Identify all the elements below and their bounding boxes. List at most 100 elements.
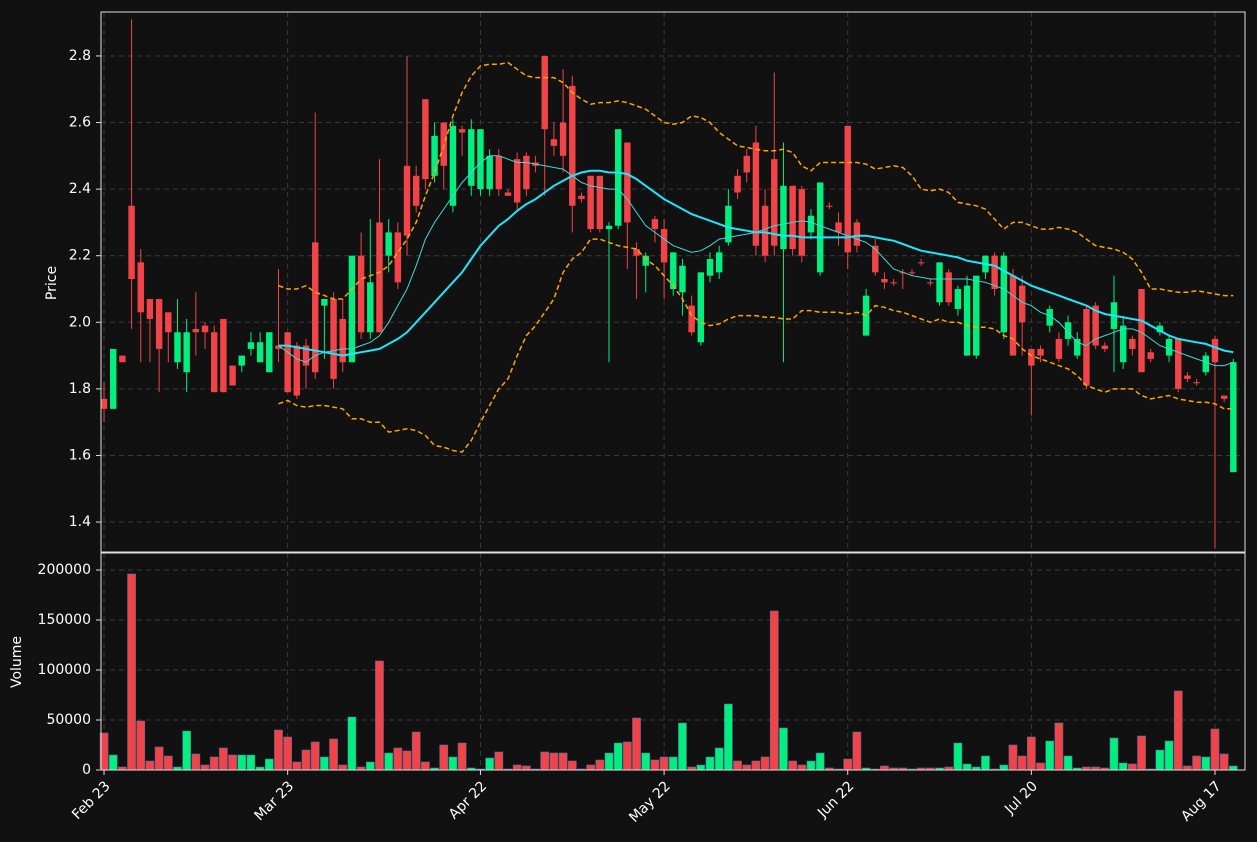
candle-body bbox=[266, 332, 273, 373]
candle-body bbox=[495, 155, 503, 190]
candle-body bbox=[458, 129, 466, 133]
volume-bar bbox=[733, 760, 742, 771]
y-tick-label: 2.6 bbox=[69, 115, 91, 131]
candle-body bbox=[789, 185, 796, 250]
candle-body bbox=[477, 129, 484, 190]
candle-body bbox=[1138, 288, 1145, 373]
candle-body bbox=[440, 122, 447, 166]
volume-bar bbox=[522, 765, 531, 771]
candle-body bbox=[1156, 325, 1164, 333]
volume-bar bbox=[586, 764, 595, 771]
y-tick-label: 2.0 bbox=[69, 314, 91, 330]
volume-bar bbox=[228, 754, 237, 771]
candle-body bbox=[826, 205, 833, 207]
candle-body bbox=[504, 192, 512, 196]
volume-bar bbox=[1045, 740, 1055, 771]
candle-body bbox=[715, 252, 723, 273]
volume-bar bbox=[1228, 765, 1238, 771]
candle-body bbox=[614, 129, 622, 226]
candle-body bbox=[256, 342, 264, 363]
volume-bar bbox=[1109, 737, 1119, 771]
candle-body bbox=[660, 229, 668, 263]
candle-body bbox=[1175, 338, 1182, 389]
volume-bar bbox=[788, 760, 797, 771]
price-axis-label: Price bbox=[44, 266, 60, 300]
candle-body bbox=[752, 142, 760, 246]
volume-bar bbox=[1063, 755, 1073, 771]
volume-bar bbox=[301, 749, 311, 771]
candle-body bbox=[220, 318, 227, 393]
candle-body bbox=[963, 285, 971, 356]
volume-bar bbox=[292, 761, 302, 771]
candle-body bbox=[780, 185, 787, 250]
volume-bar bbox=[953, 742, 963, 771]
candle-body bbox=[1230, 362, 1237, 473]
candle-body bbox=[192, 328, 200, 333]
candle-body bbox=[973, 275, 980, 356]
candle-body bbox=[725, 205, 732, 243]
candle-body bbox=[1184, 375, 1191, 379]
candle-body bbox=[357, 255, 365, 333]
candle-body bbox=[1147, 352, 1154, 359]
volume-bar bbox=[567, 760, 577, 771]
volume-bar bbox=[1201, 756, 1211, 771]
candle-body bbox=[936, 262, 943, 303]
candle-body bbox=[844, 125, 851, 253]
volume-bar bbox=[549, 752, 559, 771]
candle-body bbox=[1037, 348, 1044, 356]
volume-bar bbox=[154, 746, 164, 771]
candle-body bbox=[376, 222, 383, 333]
volume-bar bbox=[448, 756, 458, 771]
volume-bar bbox=[1054, 722, 1064, 771]
candle-body bbox=[605, 225, 613, 230]
volume-bar bbox=[1192, 755, 1201, 771]
volume-bar bbox=[411, 731, 421, 771]
candle-body bbox=[679, 265, 686, 293]
candle-body bbox=[908, 272, 916, 274]
candle-body bbox=[835, 222, 842, 233]
candle-body bbox=[697, 272, 705, 343]
volume-bar bbox=[1183, 765, 1192, 771]
candle-body bbox=[128, 205, 135, 280]
candle-body bbox=[183, 332, 190, 373]
y-tick-label: 2.2 bbox=[69, 248, 91, 264]
candle-body bbox=[624, 142, 631, 223]
candle-body bbox=[917, 262, 925, 264]
volume-bar bbox=[632, 717, 641, 771]
volume-bar bbox=[402, 750, 412, 771]
y-tick-label: 200000 bbox=[38, 562, 91, 578]
volume-bar bbox=[843, 758, 853, 771]
candle-body bbox=[1211, 338, 1219, 363]
candle-body bbox=[670, 252, 677, 289]
volume-bar bbox=[769, 610, 779, 771]
candle-body bbox=[569, 85, 576, 206]
candle-body bbox=[238, 355, 245, 366]
volume-bar bbox=[365, 761, 375, 771]
candle-body bbox=[137, 262, 144, 313]
volume-bar bbox=[558, 752, 568, 771]
candle-body bbox=[431, 135, 438, 176]
volume-bar bbox=[1036, 762, 1045, 771]
candle-body bbox=[210, 332, 218, 393]
candle-body bbox=[1129, 338, 1136, 349]
candle-body bbox=[523, 155, 530, 190]
volume-bar bbox=[512, 764, 522, 771]
y-tick-label: 1.6 bbox=[69, 447, 91, 463]
volume-bar bbox=[347, 716, 357, 771]
volume-bar bbox=[623, 741, 632, 771]
volume-bar bbox=[338, 764, 348, 771]
volume-bar bbox=[320, 756, 329, 771]
candle-body bbox=[1046, 308, 1053, 326]
plot-layer: 1.4 1.6 1.8 2.0 2.2 2.4 2.6 2.8 0 50000 100000 1500… bbox=[38, 12, 1245, 826]
candle-body bbox=[293, 345, 301, 396]
candle-body bbox=[339, 318, 346, 363]
candle-body bbox=[174, 332, 181, 363]
candle-body bbox=[165, 312, 172, 333]
candle-body bbox=[642, 255, 649, 266]
candle-body bbox=[881, 279, 888, 283]
candle-body bbox=[449, 125, 457, 206]
volume-bar bbox=[439, 744, 449, 771]
volume-bar bbox=[1173, 690, 1183, 771]
y-tick-label: 150000 bbox=[38, 612, 91, 628]
